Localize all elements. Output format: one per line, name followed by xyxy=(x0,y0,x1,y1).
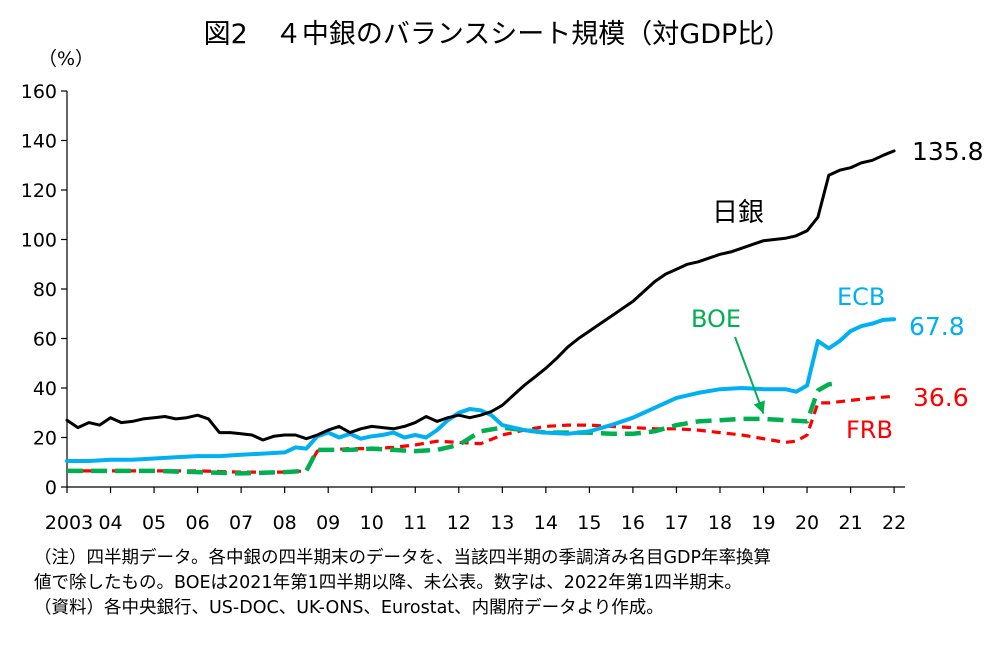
note-line-3: （資料）各中央銀行、US-DOC、UK-ONS、Eurostat、内閣府データよ… xyxy=(34,598,664,618)
x-tick-label: 15 xyxy=(577,512,601,534)
x-tick-label: 05 xyxy=(142,512,166,534)
x-tick-label: 22 xyxy=(882,512,906,534)
series-annotation-boj: 日銀 xyxy=(712,198,764,228)
y-tick-label: 160 xyxy=(21,81,57,103)
x-tick-label: 10 xyxy=(360,512,384,534)
line-chart: 0 20 40 60 80 100 120 140 160 2003 04 05 06 07 08 09 10 1… xyxy=(21,81,984,534)
y-tick-label: 140 xyxy=(21,131,57,153)
x-tick-label: 12 xyxy=(447,512,471,534)
series-annotation-ecb: ECB xyxy=(837,283,885,311)
series-line-boj xyxy=(65,149,896,442)
x-tick-label: 14 xyxy=(534,512,558,534)
x-tick-label: 16 xyxy=(621,512,645,534)
y-tick-label: 120 xyxy=(21,180,57,202)
boe-arrow-line xyxy=(734,336,765,415)
note-line-2: 値で除したもの。BOEは2021年第1四半期以降、未公表。数字は、2022年第1… xyxy=(34,573,742,593)
y-tick-label: 0 xyxy=(45,477,57,499)
y-tick-label: 100 xyxy=(21,230,57,252)
boe-arrow-head xyxy=(753,400,765,414)
y-tick-label: 80 xyxy=(33,279,57,301)
series-line-frb xyxy=(67,394,895,474)
x-tick-label: 21 xyxy=(838,512,862,534)
chart-notes: （注）四半期データ。各中銀の四半期末のデータを、当該四半期の季調済み名目GDP年… xyxy=(34,546,771,621)
x-tick-label: 11 xyxy=(403,512,427,534)
y-tick-label: 60 xyxy=(33,329,57,351)
end-value-label-boj: 135.8 xyxy=(912,137,984,166)
series-annotation-frb: FRB xyxy=(846,416,893,444)
y-tick-label: 20 xyxy=(33,428,57,450)
x-tick-label: 13 xyxy=(490,512,514,534)
note-line-1: （注）四半期データ。各中銀の四半期末のデータを、当該四半期の季調済み名目GDP年… xyxy=(34,548,772,568)
x-tick-label: 2003 xyxy=(45,512,93,534)
end-value-label-ecb: 67.8 xyxy=(909,312,965,341)
x-tick-label: 18 xyxy=(708,512,732,534)
x-tick-label: 09 xyxy=(316,512,340,534)
y-axis-unit-label: （%） xyxy=(38,48,95,70)
x-tick-label: 06 xyxy=(186,512,210,534)
y-tick-label: 40 xyxy=(33,378,57,400)
x-tick-label: 08 xyxy=(273,512,297,534)
x-tick-label: 20 xyxy=(795,512,819,534)
chart-title: 図2 ４中銀のバランスシート規模（対GDP比） xyxy=(203,19,792,50)
series-line-ecb xyxy=(65,317,897,463)
series-annotation-boe: BOE xyxy=(691,305,741,333)
x-tick-label: 04 xyxy=(98,512,122,534)
series-line-boe xyxy=(67,380,840,476)
x-tick-label: 07 xyxy=(229,512,253,534)
x-tick-label: 17 xyxy=(664,512,688,534)
end-value-label-frb: 36.6 xyxy=(913,383,969,412)
x-tick-label: 19 xyxy=(751,512,775,534)
